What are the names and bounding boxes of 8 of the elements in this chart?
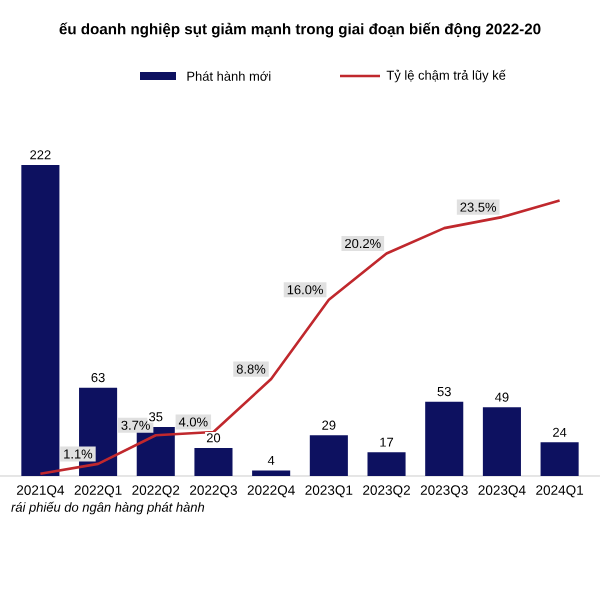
- bar: [21, 164, 60, 476]
- bar: [194, 447, 233, 476]
- bar: [367, 452, 406, 476]
- bar: [540, 442, 579, 476]
- bar: [482, 407, 521, 476]
- bar: [252, 470, 291, 476]
- bar: [309, 435, 348, 476]
- bar: [425, 401, 464, 476]
